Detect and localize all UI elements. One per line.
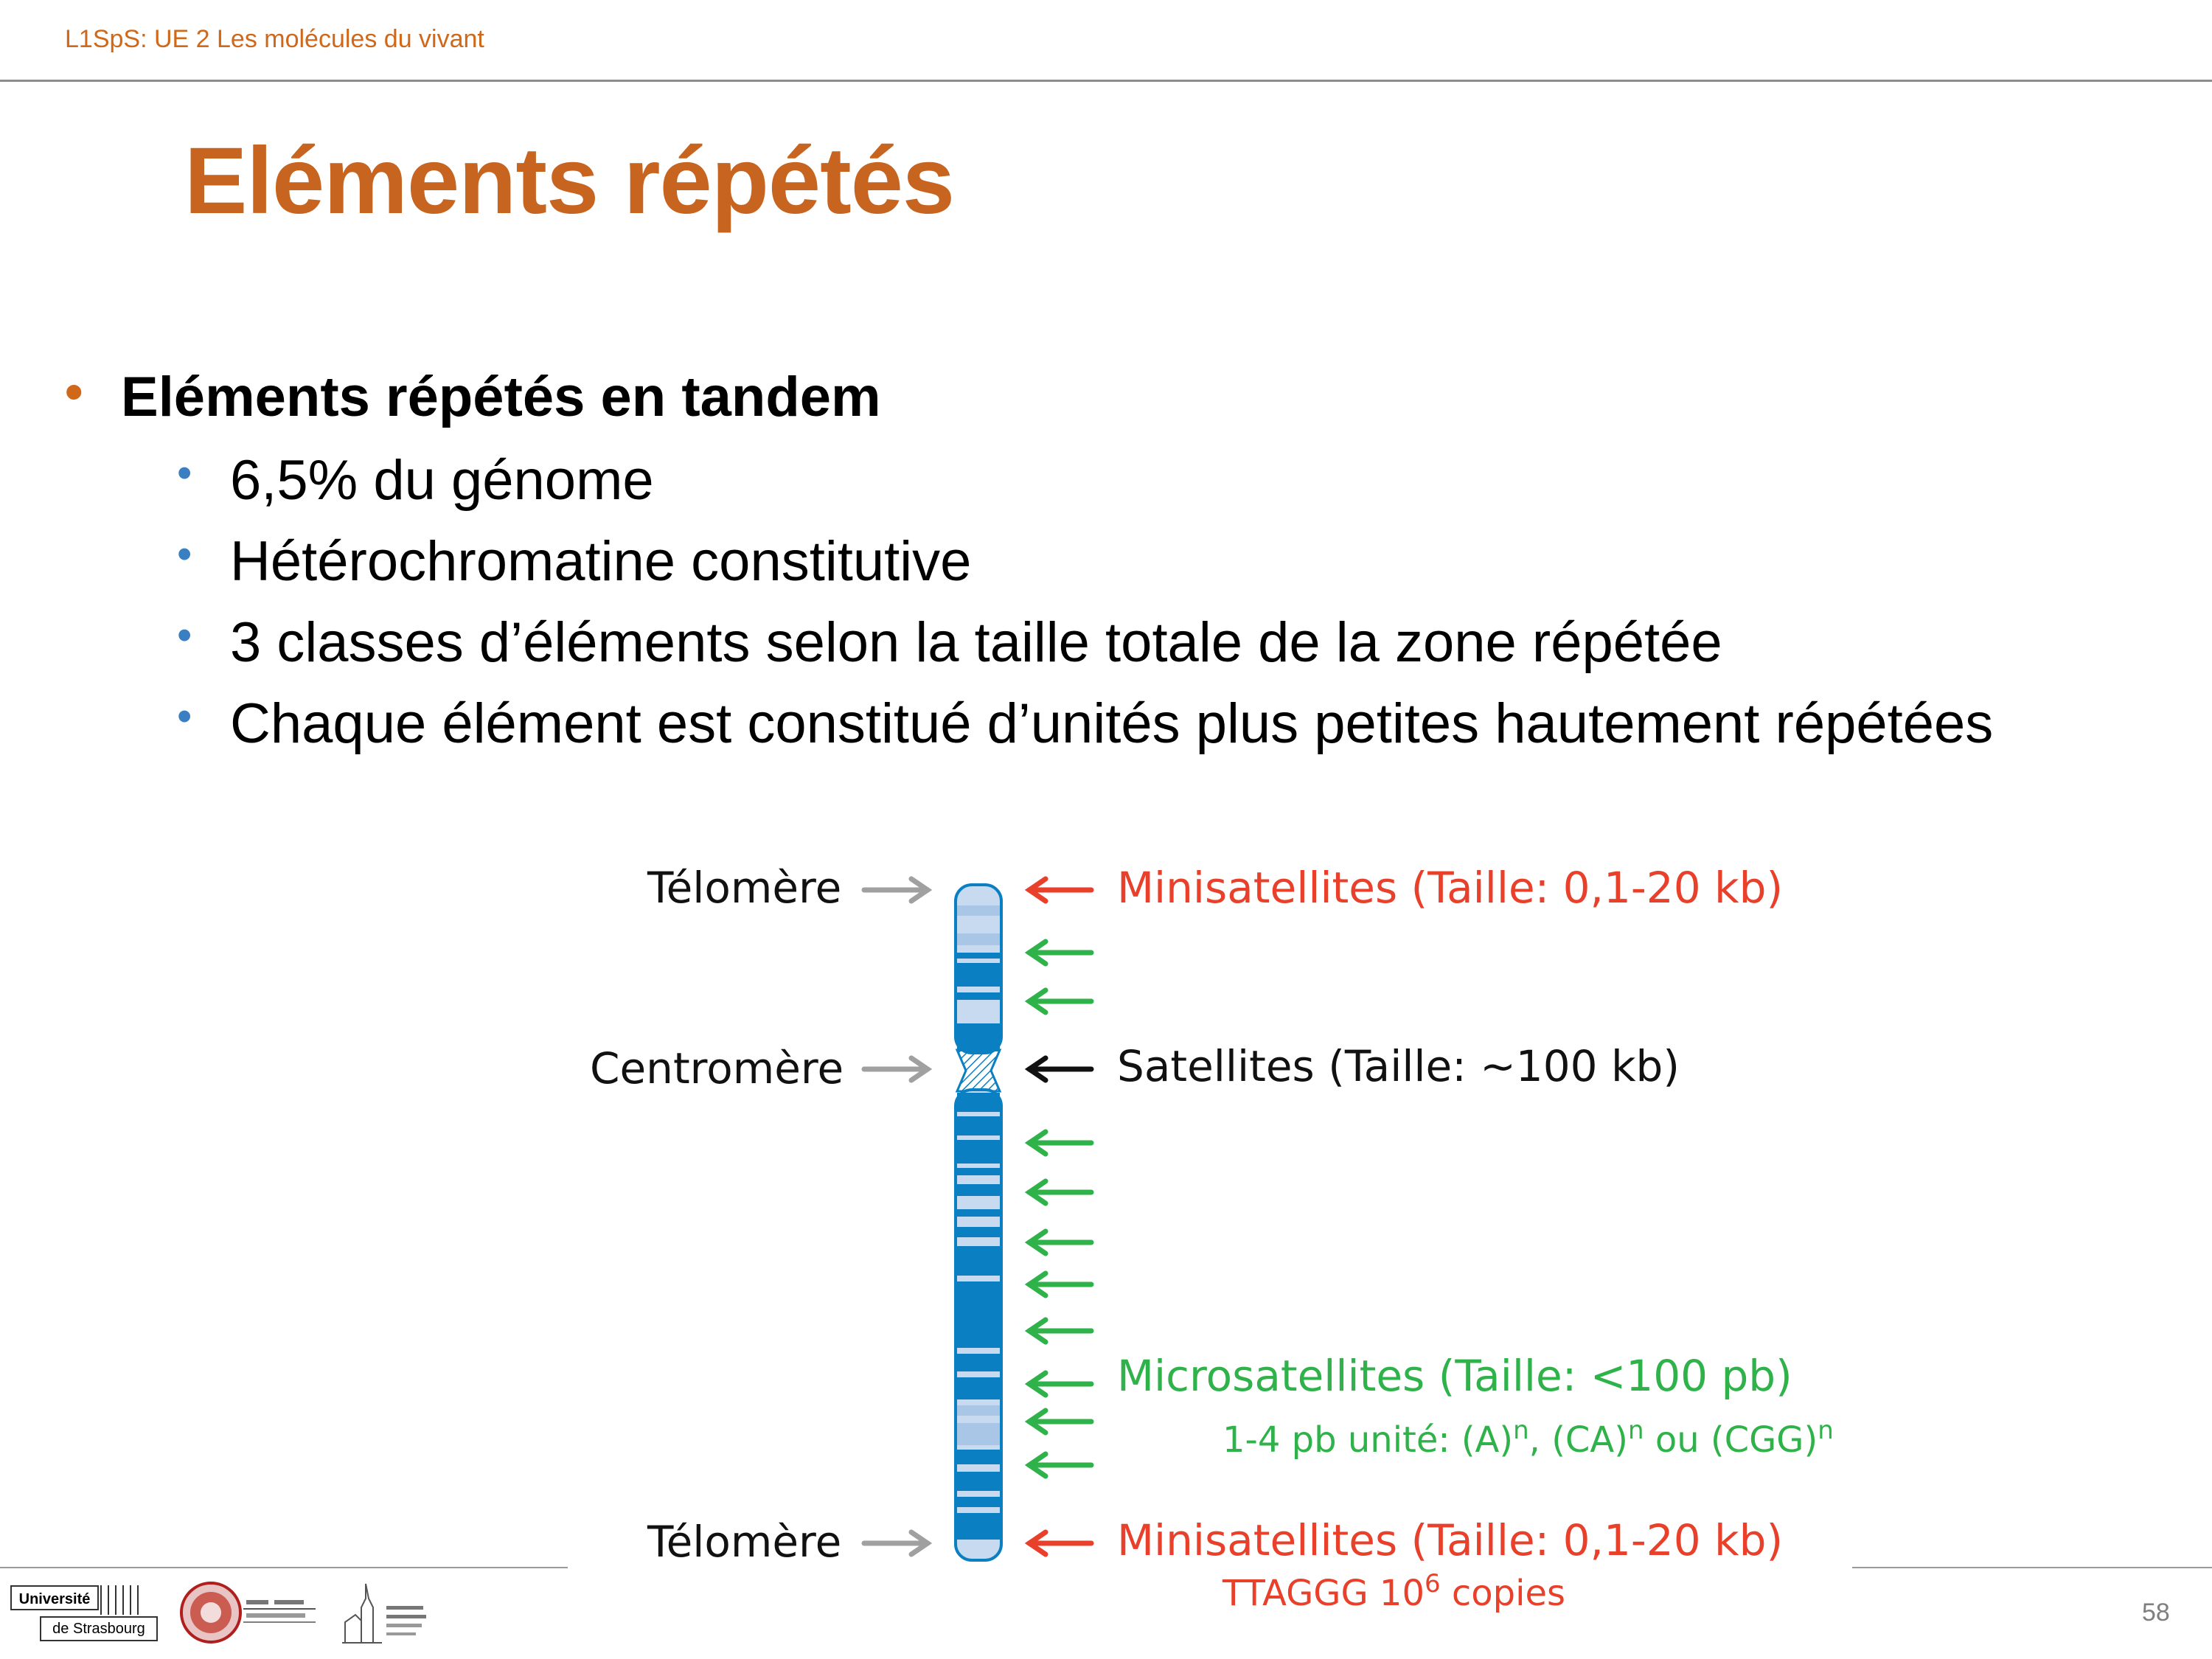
sub-bullet-dot: • xyxy=(177,530,192,578)
sub-bullet-dot: • xyxy=(177,611,192,659)
bullet-main-text: Eléments répétés en tandem xyxy=(121,366,881,428)
logo-uds-bars xyxy=(100,1585,142,1615)
arrow-left-icon xyxy=(1024,987,1094,1015)
chromosome-bands-q xyxy=(957,1093,1000,1540)
sub-bullet-text: 3 classes d’éléments selon la taille tot… xyxy=(230,611,1722,674)
universite-strasbourg-logo: Université de Strasbourg xyxy=(10,1585,158,1644)
logo-uds-top: Université xyxy=(10,1585,99,1610)
footer-divider-right xyxy=(1852,1567,2212,1568)
micro-exp: n xyxy=(1513,1416,1529,1445)
black-arrow xyxy=(1024,1055,1094,1083)
arrow-left-icon xyxy=(1024,1408,1094,1436)
hopitaux-universitaires-logo xyxy=(342,1583,426,1644)
arrow-left-icon xyxy=(1024,1370,1094,1398)
label-microsatellites-units: 1-4 pb unité: (A)n, (CA)n ou (CGG)n xyxy=(1222,1416,1834,1461)
label-minisatellites-top: Minisatellites (Taille: 0,1-20 kb) xyxy=(1117,863,1784,913)
micro-units-mid1: , (CA) xyxy=(1528,1419,1628,1461)
micro-units-mid2: ou (CGG) xyxy=(1644,1419,1818,1461)
arrow-right-icon xyxy=(861,1055,933,1083)
label-telomere-bottom: Télomère xyxy=(647,1517,842,1567)
label-minisatellites-bottom: Minisatellites (Taille: 0,1-20 kb) xyxy=(1117,1515,1784,1565)
page-number: 58 xyxy=(2142,1599,2170,1627)
sub-bullet-dot: • xyxy=(177,449,192,497)
ttaggg-exp: 6 xyxy=(1424,1569,1441,1599)
arrow-left-icon xyxy=(1024,876,1094,904)
arrow-left-icon xyxy=(1024,939,1094,967)
centromere xyxy=(955,1048,1002,1093)
sub-bullet-dot: • xyxy=(177,692,192,740)
grey-arrows xyxy=(861,876,933,1557)
label-microsatellites: Microsatellites (Taille: <100 pb) xyxy=(1117,1351,1792,1401)
micro-exp: n xyxy=(1628,1416,1644,1445)
arrow-right-icon xyxy=(861,1529,933,1557)
footer-divider-left xyxy=(0,1567,568,1568)
arrow-left-icon xyxy=(1024,1317,1094,1345)
micro-exp: n xyxy=(1818,1416,1834,1445)
slide-title: Eléments répétés xyxy=(184,128,955,234)
arrow-left-icon xyxy=(1024,1270,1094,1298)
label-telomere-top: Télomère xyxy=(647,863,842,913)
arrow-left-icon xyxy=(1024,1451,1094,1479)
red-arrows xyxy=(1024,876,1094,1557)
chromosome-bands-p xyxy=(957,905,1000,1051)
label-ttaggg-copies: TTAGGG 106 copies xyxy=(1222,1569,1565,1614)
label-centromere: Centromère xyxy=(590,1043,844,1093)
header-course-title: L1SpS: UE 2 Les molécules du vivant xyxy=(65,25,484,53)
arrow-left-icon xyxy=(1024,1228,1094,1256)
ttaggg-suffix: copies xyxy=(1440,1573,1565,1614)
arrow-left-icon xyxy=(1024,1129,1094,1157)
arrow-left-icon xyxy=(1024,1178,1094,1206)
sub-bullet-text: Hétérochromatine constitutive xyxy=(230,530,972,593)
arrow-right-icon xyxy=(861,876,933,904)
header-divider xyxy=(0,80,2212,82)
ttaggg-prefix: TTAGGG 10 xyxy=(1222,1573,1425,1614)
green-arrows xyxy=(1024,939,1094,1479)
sub-bullet-text: 6,5% du génome xyxy=(230,449,654,512)
arrow-left-icon xyxy=(1024,1529,1094,1557)
micro-units-prefix: 1-4 pb unité: (A) xyxy=(1222,1419,1514,1461)
logo-uds-bottom: de Strasbourg xyxy=(40,1616,158,1641)
bullet-dot: • xyxy=(65,363,83,420)
faculte-medecine-logo xyxy=(180,1582,316,1644)
label-satellites: Satellites (Taille: ~100 kb) xyxy=(1117,1041,1680,1091)
arrow-left-icon xyxy=(1024,1055,1094,1083)
sub-bullet-text: Chaque élément est constitué d’unités pl… xyxy=(230,692,1994,755)
